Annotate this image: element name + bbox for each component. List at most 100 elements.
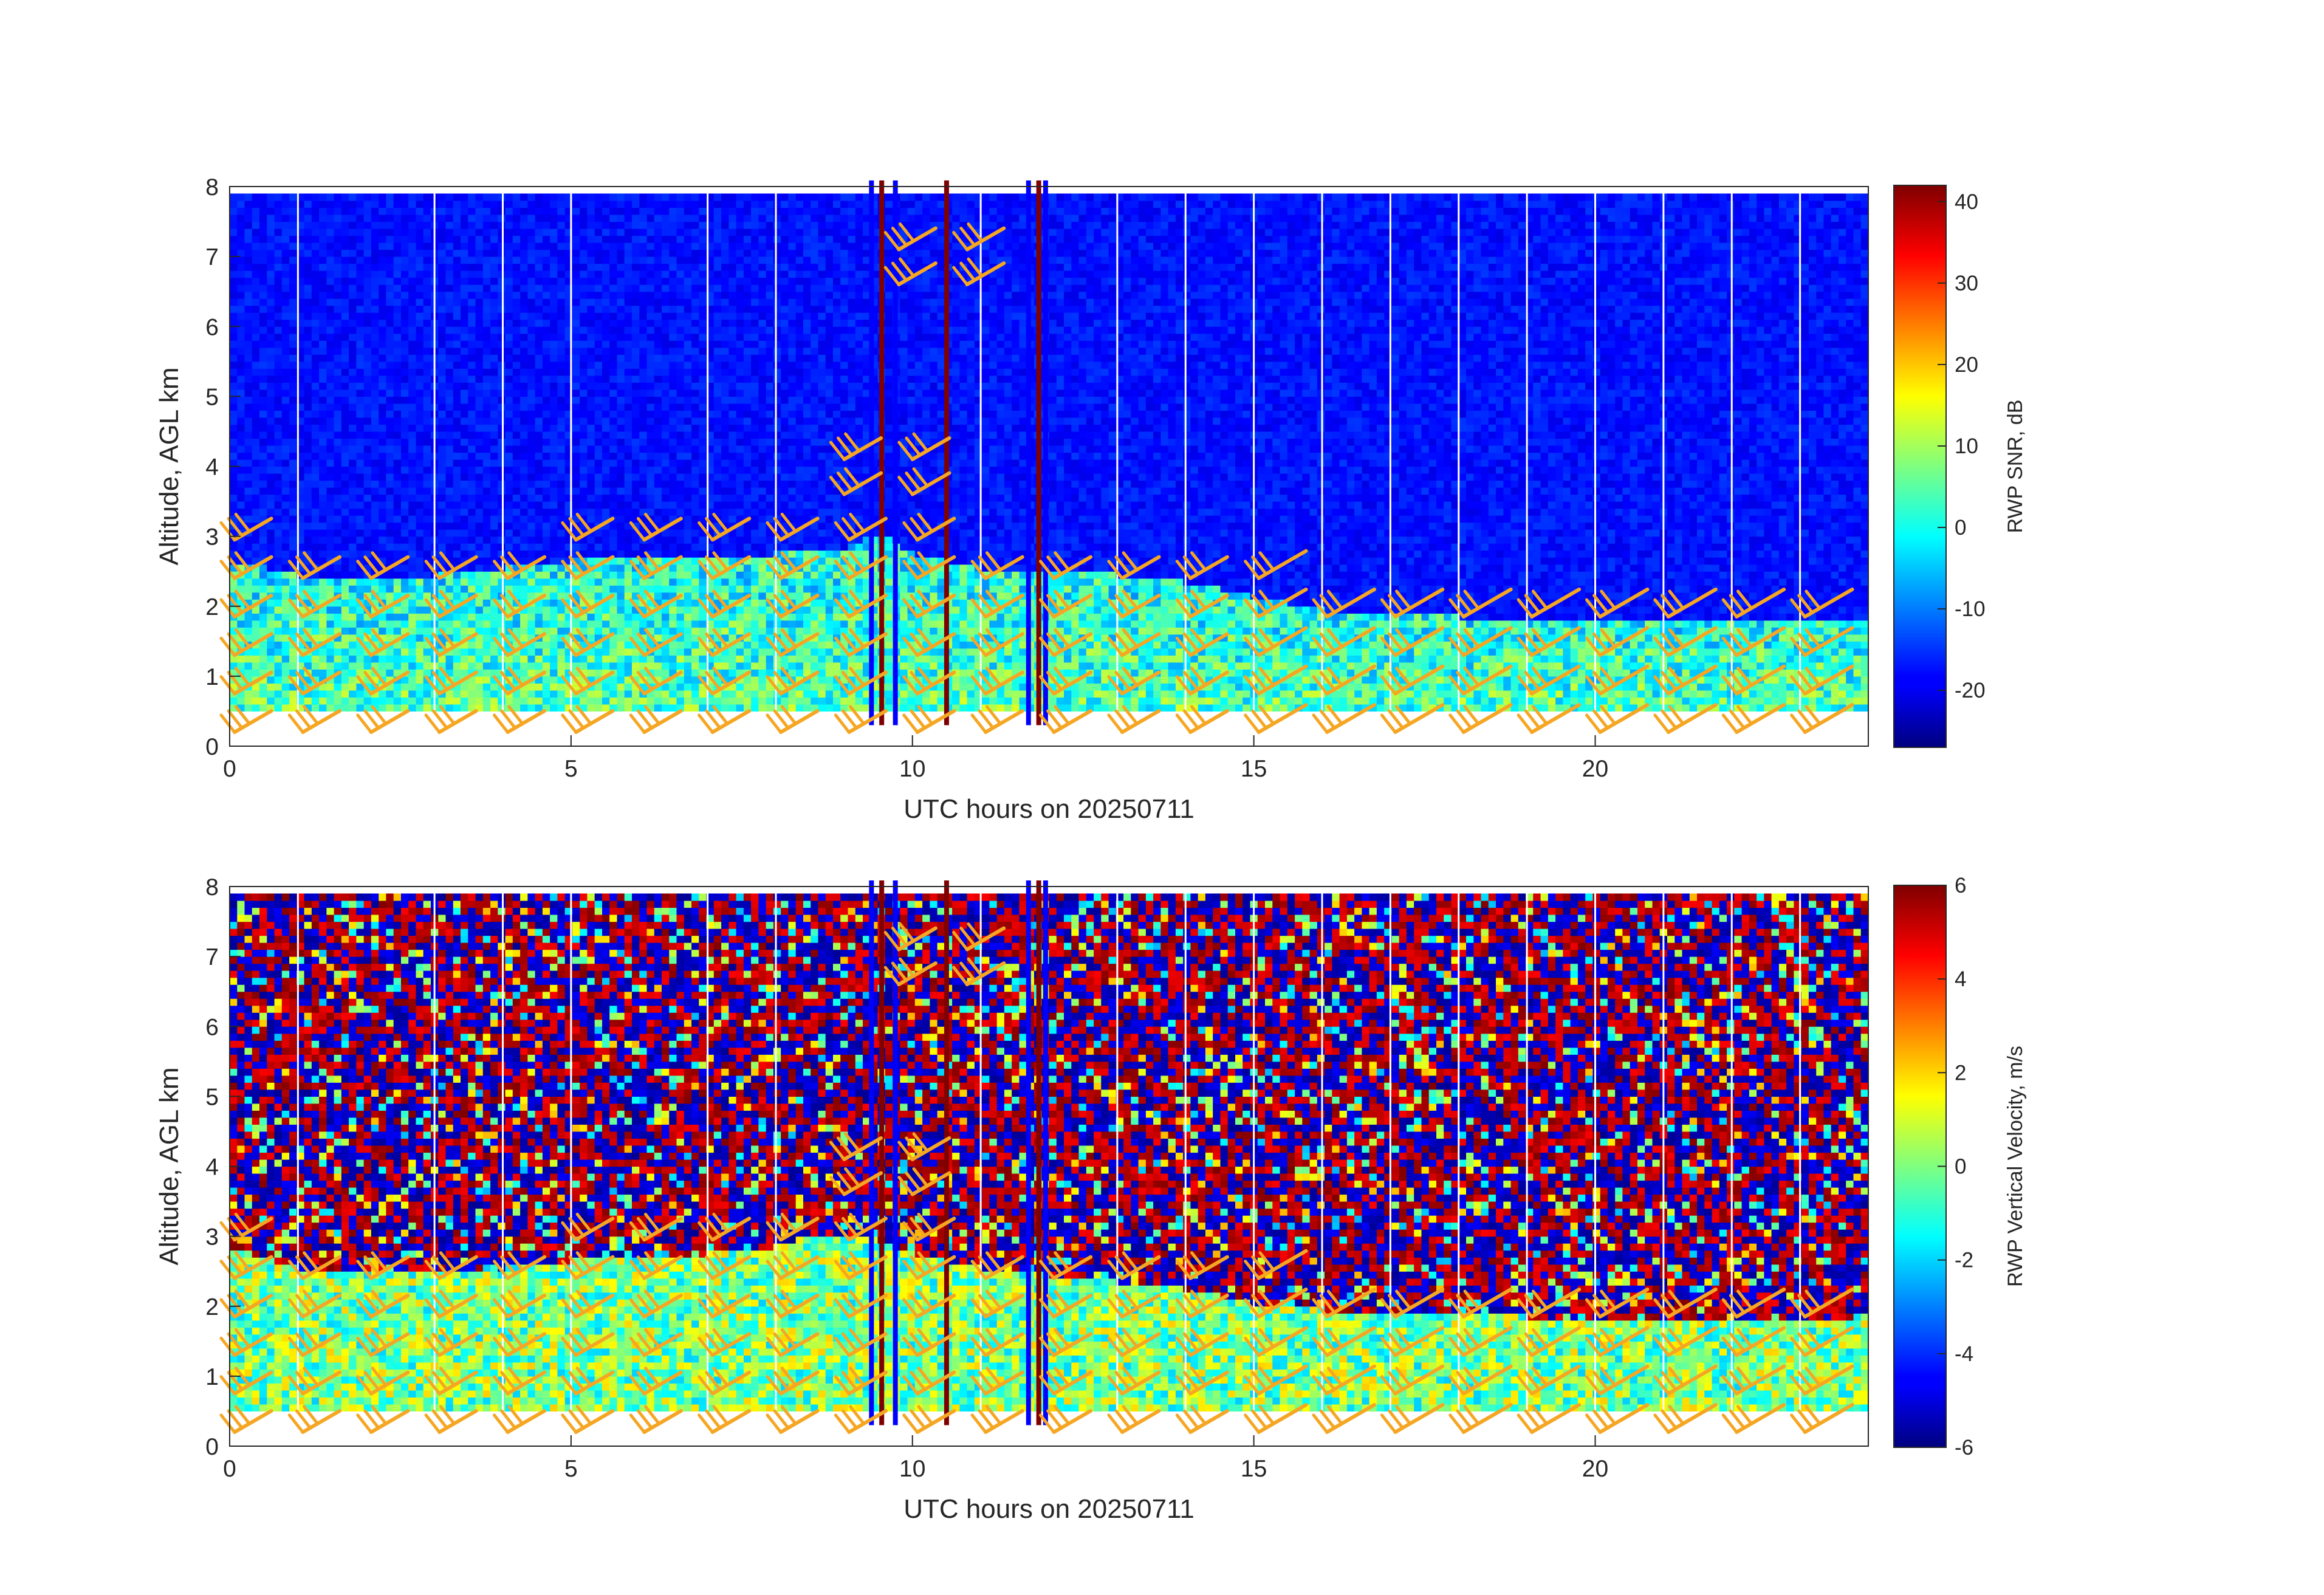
heatmap-cell [461,620,468,628]
heatmap-cell [490,403,498,411]
heatmap-cell [423,250,431,257]
heatmap-cell [304,509,312,516]
heatmap-cell [237,389,245,397]
heatmap-cell [625,410,632,417]
heatmap-cell [513,256,521,264]
heatmap-cell [520,473,528,481]
heatmap-cell [401,362,409,369]
heatmap-cell [275,298,283,306]
heatmap-cell [230,201,238,208]
heatmap-cell [669,312,677,320]
heatmap-cell [349,403,357,411]
heatmap-cell [446,298,454,306]
heatmap-cell [498,236,506,243]
heatmap-cell [349,348,357,355]
heatmap-cell [394,487,402,495]
heatmap-cell [401,417,409,425]
heatmap-cell [230,284,238,292]
heatmap-cell [252,571,260,578]
heatmap-cell [379,495,386,502]
heatmap-cell [527,585,535,592]
heatmap-cell [259,376,267,383]
heatmap-cell [267,194,275,201]
heatmap-cell [461,396,468,403]
heatmap-cell [349,683,357,690]
heatmap-cell [595,284,603,292]
heatmap-cell [438,453,446,460]
heatmap-cell [252,467,260,474]
heatmap-cell [267,417,275,425]
heatmap-cell [341,362,349,369]
heatmap-cell [468,495,476,502]
heatmap-cell [580,697,588,704]
heatmap-cell [364,396,372,403]
heatmap-cell [230,697,238,704]
heatmap-cell [379,438,386,445]
heatmap-cell [379,354,386,362]
heatmap-cell [572,194,580,201]
heatmap-cell [252,256,260,264]
heatmap-cell [312,438,320,445]
heatmap-cell [312,481,320,488]
heatmap-cell [289,348,297,355]
heatmap-cell [662,501,670,509]
heatmap-cell [259,424,267,431]
heatmap-cell [334,459,342,467]
heatmap-cell [639,376,647,383]
heatmap-cell [275,340,283,348]
heatmap-cell [625,487,632,495]
heatmap-cell [617,424,625,431]
heatmap-cell [461,389,468,397]
heatmap-cell [416,473,424,481]
heatmap-cell [617,523,625,530]
heatmap-cell [319,431,327,439]
heatmap-cell [587,298,595,306]
heatmap-cell [625,473,632,481]
heatmap-cell [602,256,610,264]
heatmap-cell [617,396,625,403]
heatmap-cell [654,250,662,257]
heatmap-cell [408,697,416,704]
heatmap-cell [259,431,267,439]
heatmap-cell [520,543,528,551]
heatmap-cell [326,228,334,236]
heatmap-cell [267,655,275,662]
heatmap-cell [461,284,468,292]
heatmap-cell [513,438,521,445]
heatmap-cell [237,298,245,306]
heatmap-cell [319,208,327,215]
heatmap-cell [557,320,565,327]
heatmap-cell [401,376,409,383]
heatmap-cell [275,354,283,362]
heatmap-cell [438,250,446,257]
heatmap-cell [520,620,528,628]
heatmap-cell [468,424,476,431]
heatmap-cell [490,250,498,257]
heatmap-cell [304,382,312,389]
heatmap-cell [476,641,484,648]
heatmap-cell [602,431,610,439]
heatmap-cell [356,403,364,411]
heatmap-cell [446,396,454,403]
heatmap-cell [275,634,283,642]
heatmap-cell [557,473,565,481]
heatmap-cell [386,473,394,481]
heatmap-cell [259,537,267,544]
heatmap-cell [446,410,454,417]
heatmap-cell [245,467,253,474]
heatmap-cell [252,417,260,425]
heatmap-cell [423,578,431,586]
heatmap-cell [476,438,484,445]
heatmap-cell [319,551,327,558]
heatmap-cell [550,320,558,327]
heatmap-cell [535,438,543,445]
heatmap-cell [259,334,267,341]
heatmap-cell [662,515,670,523]
heatmap-cell [609,690,617,698]
heatmap-cell [609,292,617,299]
heatmap-cell [304,481,312,488]
heatmap-cell [602,417,610,425]
heatmap-cell [662,445,670,453]
heatmap-cell [349,495,357,502]
heatmap-cell [535,368,543,376]
